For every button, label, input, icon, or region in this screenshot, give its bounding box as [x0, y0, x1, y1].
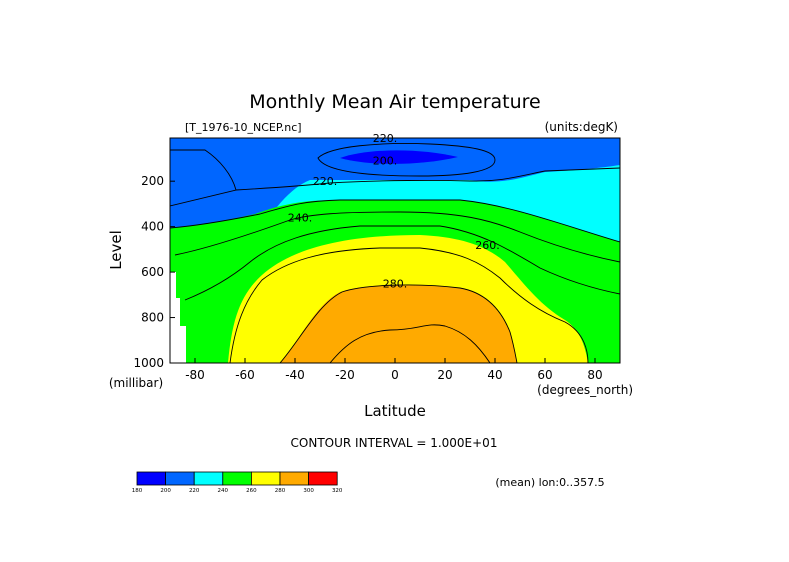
- missing-data: [170, 272, 186, 363]
- x-tick-label: -80: [185, 368, 205, 382]
- contour-label: 220.: [373, 132, 398, 145]
- colorbar-swatch: [308, 471, 338, 486]
- colorbar-swatch: [279, 471, 310, 486]
- averaging-label: (mean) lon:0..357.5: [495, 476, 604, 489]
- band-280-300: [280, 284, 517, 363]
- colorbar-level: 280: [275, 488, 286, 494]
- x-tick-label: 60: [537, 368, 552, 382]
- x-tick-label: 40: [487, 368, 502, 382]
- contour-label: 240.: [288, 212, 313, 225]
- y-units-label: (millibar): [109, 376, 163, 390]
- band-180-200: [340, 150, 458, 164]
- contour-220: [170, 149, 620, 207]
- contour-label: 200.: [373, 155, 398, 168]
- contour-label: 260.: [475, 239, 500, 252]
- y-tick-label: 800: [141, 311, 164, 325]
- colorbar-swatch: [136, 471, 167, 486]
- file-label: [T_1976-10_NCEP.nc]: [185, 121, 302, 134]
- colorbar-swatch: [250, 471, 281, 486]
- x-units-label: (degrees_north): [537, 383, 633, 397]
- units-label: (units:degK): [545, 120, 618, 134]
- x-tick-label: -40: [285, 368, 305, 382]
- colorbar-level: 220: [189, 488, 200, 494]
- y-tick-label: 1000: [133, 356, 164, 370]
- colorbar-swatch: [165, 471, 195, 486]
- colorbar: 180 200 220 240 260 280 300 320: [132, 471, 343, 494]
- colorbar-swatch: [222, 471, 252, 486]
- x-tick-label: 0: [391, 368, 399, 382]
- contour-label: 220.: [313, 175, 338, 188]
- colorbar-level: 260: [246, 488, 257, 494]
- contour-label: 280.: [383, 277, 408, 290]
- x-tick-label: 80: [587, 368, 602, 382]
- x-tick-label: -60: [235, 368, 255, 382]
- colorbar-level: 320: [332, 488, 343, 494]
- colorbar-swatch: [193, 471, 224, 486]
- chart-title: Monthly Mean Air temperature: [249, 91, 540, 113]
- contour-280: [279, 284, 518, 363]
- y-tick-label: 400: [141, 220, 164, 234]
- y-axis-label: Level: [107, 230, 125, 270]
- colorbar-level: 180: [132, 488, 143, 494]
- y-tick-label: 200: [141, 174, 164, 188]
- colorbar-level: 300: [303, 488, 314, 494]
- contour-interval-label: CONTOUR INTERVAL = 1.000E+01: [291, 436, 498, 450]
- colorbar-level: 240: [218, 488, 229, 494]
- plot-area: [170, 138, 620, 363]
- contour-270: [229, 247, 589, 363]
- contour-240: [170, 199, 620, 243]
- colorbar-level: 200: [160, 488, 171, 494]
- x-axis-label: Latitude: [364, 402, 426, 420]
- contour-260: [184, 225, 620, 301]
- y-tick-label: 600: [141, 265, 164, 279]
- contour-290: [329, 324, 491, 363]
- contour-250: [174, 211, 620, 263]
- x-tick-label: -20: [335, 368, 355, 382]
- x-tick-label: 20: [437, 368, 452, 382]
- contour-200: [317, 143, 496, 177]
